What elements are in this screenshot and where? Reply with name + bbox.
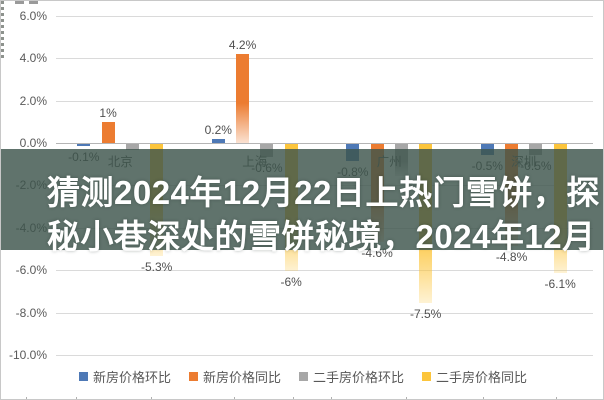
crop-artifact-bottom-tick: [331, 397, 332, 399]
crop-artifact-bottom-tick: [293, 397, 294, 399]
y-axis-tick-label: 0.0%: [19, 136, 47, 150]
legend-item: 二手房价格环比: [299, 367, 404, 386]
data-label: 0.2%: [204, 122, 232, 137]
gridline: [56, 101, 593, 102]
bar-新房价格同比-北京: [101, 121, 115, 143]
gridline: [56, 270, 593, 271]
bar-新房价格环比-上海: [211, 138, 225, 143]
bar-新房价格同比-上海: [236, 53, 250, 143]
y-axis-tick-label: 2.0%: [19, 94, 47, 108]
crop-artifact-bottom-tick: [556, 397, 557, 399]
data-label: -5.3%: [141, 260, 173, 275]
legend-label: 新房价格同比: [202, 370, 281, 385]
headline-line-2: 秘小巷深处的雪饼秘境，2024年12月: [47, 218, 596, 255]
legend-swatch-icon: [78, 372, 88, 381]
crop-artifact-bottom-tick: [234, 397, 235, 399]
crop-artifact-bottom-tick: [483, 397, 484, 399]
legend-label: 二手房价格环比: [313, 370, 405, 385]
gridline: [56, 355, 593, 356]
legend-label: 二手房价格同比: [436, 370, 528, 385]
gridline: [56, 58, 593, 59]
crop-artifact-bottom-tick: [406, 397, 407, 399]
legend-swatch-icon: [422, 372, 432, 381]
legend-item: 二手房价格同比: [422, 367, 527, 386]
y-axis-tick-label: -6.0%: [15, 263, 47, 277]
crop-artifact-bottom-tick: [26, 397, 27, 399]
bar-新房价格环比-北京: [77, 144, 91, 147]
chart-legend: 新房价格环比 新房价格同比 二手房价格环比 二手房价格同比: [1, 367, 603, 386]
legend-swatch-icon: [188, 372, 198, 381]
data-label: 4.2%: [228, 37, 257, 52]
y-axis-tick-label: 6.0%: [19, 9, 47, 23]
legend-label: 新房价格环比: [92, 370, 171, 385]
y-axis-tick-label: -10.0%: [8, 348, 47, 362]
data-label: -4.8%: [495, 249, 528, 264]
legend-item: 新房价格同比: [188, 367, 281, 386]
legend-item: 新房价格环比: [78, 367, 171, 386]
y-axis-tick-label: 4.0%: [19, 51, 47, 65]
legend-swatch-icon: [299, 372, 308, 381]
crop-artifact-top-edge: [15, 1, 43, 4]
headline-line-1: 猜测2024年12月22日上热门雪饼，探: [47, 174, 600, 211]
data-label: -7.5%: [410, 307, 442, 321]
data-label: 1%: [99, 105, 117, 120]
y-axis-tick-label: -8.0%: [15, 306, 47, 320]
headline-overlay-band: 猜测2024年12月22日上热门雪饼，探 秘小巷深处的雪饼秘境，2024年12月: [1, 149, 603, 255]
x-axis-zero-line: [56, 143, 593, 144]
data-label: -6.1%: [544, 277, 576, 292]
crop-artifact-left-edge: [1, 1, 4, 59]
gridline: [56, 313, 593, 314]
crop-artifact-bottom-tick: [76, 397, 77, 399]
crop-artifact-bottom-tick: [151, 397, 152, 399]
bar-二手房价格环比-北京: [125, 144, 139, 151]
data-label: -6%: [280, 275, 302, 290]
gridline: [56, 16, 593, 17]
